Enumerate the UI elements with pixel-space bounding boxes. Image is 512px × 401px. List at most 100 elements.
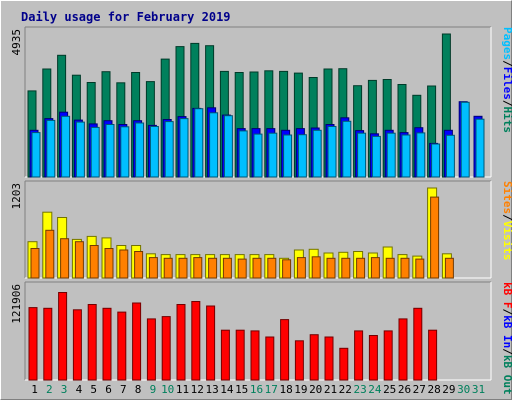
legend-item-sites: Sites: [501, 181, 512, 214]
bar-kb-f-day-21: [324, 336, 334, 381]
bar-kb-f-day-2: [43, 307, 53, 381]
bar-pages-day-26: [401, 134, 411, 178]
bar-kb-f-day-7: [117, 311, 127, 381]
bar-pages-day-17: [268, 132, 278, 178]
panel-max-label: 1203: [10, 183, 23, 210]
legend-separator: /: [501, 309, 512, 316]
bar-kb-f-day-16: [250, 330, 260, 381]
legend-middle: Sites/Visits: [501, 181, 512, 261]
day-label-26: 26: [398, 383, 411, 396]
bar-sites-day-20: [311, 256, 321, 279]
bar-sites-day-13: [208, 257, 218, 279]
bar-kb-f-day-13: [206, 305, 216, 381]
day-label-29: 29: [442, 383, 455, 396]
bar-kb-f-day-23: [354, 330, 364, 381]
bar-sites-day-3: [60, 238, 70, 279]
bar-kb-f-day-8: [132, 302, 142, 381]
bar-kb-f-day-12: [191, 301, 201, 381]
panel-max-label: 121906: [10, 284, 23, 324]
day-label-15: 15: [235, 383, 248, 396]
day-label-1: 1: [31, 383, 38, 396]
panel-visits-sites: 1203: [10, 180, 492, 279]
bar-sites-day-5: [89, 245, 99, 279]
bar-kb-f-day-24: [368, 335, 378, 381]
day-label-16: 16: [250, 383, 263, 396]
bar-kb-f-day-9: [146, 318, 156, 381]
legend-item-kb-in: kB In: [501, 315, 512, 348]
bar-pages-day-14: [223, 115, 233, 178]
day-label-13: 13: [205, 383, 218, 396]
bar-pages-day-24: [371, 135, 381, 178]
bar-pages-day-12: [194, 108, 204, 178]
bar-sites-day-29: [444, 257, 454, 279]
day-label-21: 21: [324, 383, 337, 396]
bar-kb-f-day-20: [309, 334, 319, 381]
legend-item-hits: Hits: [501, 107, 512, 134]
bar-kb-f-day-27: [413, 307, 423, 381]
bar-kb-f-day-26: [398, 318, 408, 381]
bar-sites-day-27: [415, 258, 425, 279]
bar-pages-day-27: [416, 132, 426, 178]
day-label-24: 24: [368, 383, 382, 396]
bar-sites-day-24: [370, 257, 380, 279]
day-label-2: 2: [46, 383, 53, 396]
bar-sites-day-18: [282, 259, 292, 279]
bar-sites-day-8: [134, 251, 144, 279]
bar-sites-day-25: [385, 257, 395, 279]
day-label-11: 11: [176, 383, 189, 396]
bar-sites-day-11: [178, 257, 188, 279]
bar-pages-day-11: [179, 118, 189, 178]
bar-pages-day-4: [75, 121, 85, 178]
day-label-28: 28: [427, 383, 440, 396]
chart-panels: 4935 1203 121906: [10, 26, 492, 381]
bar-sites-day-14: [222, 257, 232, 279]
day-label-23: 23: [353, 383, 366, 396]
bar-sites-day-15: [237, 258, 247, 279]
bar-kb-f-day-22: [339, 347, 349, 381]
day-label-3: 3: [61, 383, 68, 396]
bar-pages-day-10: [164, 121, 174, 178]
legend-item-files: Files: [501, 67, 512, 100]
bar-sites-day-23: [356, 257, 366, 279]
day-label-5: 5: [90, 383, 97, 396]
day-label-4: 4: [76, 383, 83, 396]
bar-pages-day-7: [120, 126, 130, 178]
day-label-27: 27: [413, 383, 426, 396]
day-label-10: 10: [161, 383, 174, 396]
bar-pages-day-20: [312, 129, 322, 178]
day-label-14: 14: [220, 383, 234, 396]
bar-pages-day-31: [475, 118, 485, 178]
day-label-20: 20: [309, 383, 322, 396]
chart-title: Daily usage for February 2019: [21, 10, 231, 24]
day-label-7: 7: [120, 383, 127, 396]
bar-sites-day-21: [326, 257, 336, 279]
panel-max-label: 4935: [10, 29, 23, 56]
day-label-8: 8: [135, 383, 142, 396]
bar-kb-f-day-10: [161, 316, 171, 381]
panel-kbytes: 121906: [10, 281, 492, 381]
legend-top: Pages/Files/Hits: [501, 27, 512, 133]
bar-sites-day-9: [148, 257, 158, 279]
series-kb-f: [28, 292, 438, 381]
day-label-9: 9: [150, 383, 157, 396]
day-label-12: 12: [191, 383, 204, 396]
bar-pages-day-15: [238, 130, 248, 178]
bar-pages-day-23: [357, 132, 367, 178]
legend-item-pages: Pages: [501, 27, 512, 60]
legend-item-visits: Visits: [501, 221, 512, 261]
day-label-22: 22: [339, 383, 352, 396]
legend-item-kbytes: kB F: [501, 282, 512, 309]
bar-kb-f-day-11: [176, 304, 186, 381]
bar-kb-f-day-25: [383, 330, 393, 381]
bar-sites-day-26: [400, 257, 410, 279]
bar-pages-day-1: [31, 132, 41, 178]
bar-sites-day-19: [296, 257, 306, 279]
bar-sites-day-17: [267, 257, 277, 279]
legend-bottom: kB F/kB In/kB Out: [501, 282, 512, 395]
bar-kb-f-day-4: [72, 309, 82, 381]
bar-pages-day-3: [61, 115, 71, 178]
day-label-30: 30: [457, 383, 470, 396]
bar-kb-f-day-19: [294, 340, 304, 381]
day-label-31: 31: [472, 383, 485, 396]
